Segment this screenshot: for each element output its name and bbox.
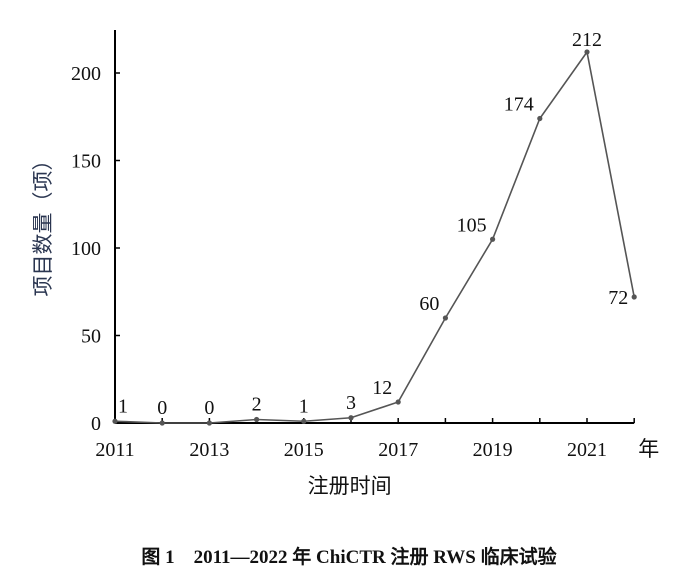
data-label: 0 <box>157 397 167 419</box>
y-axis-title: 项目数量（项） <box>31 150 55 297</box>
x-tick-label: 2019 <box>473 439 513 461</box>
data-point <box>159 420 165 426</box>
data-label: 105 <box>457 214 487 236</box>
data-label: 3 <box>346 392 356 414</box>
data-label: 12 <box>372 377 392 399</box>
data-point <box>206 420 212 426</box>
y-tick-label: 200 <box>71 63 101 85</box>
x-axis-title: 注册时间 <box>308 474 392 498</box>
data-point <box>442 315 448 321</box>
x-unit-label: 年 <box>638 437 659 461</box>
data-label: 2 <box>252 394 262 416</box>
data-point <box>254 416 260 423</box>
data-label: 212 <box>572 29 602 51</box>
y-tick-label: 50 <box>81 326 101 348</box>
y-tick-label: 0 <box>91 413 101 435</box>
y-tick-label: 100 <box>71 238 101 260</box>
data-label: 1 <box>299 395 309 417</box>
x-tick-label: 2021 <box>567 439 607 461</box>
data-label: 60 <box>419 293 439 315</box>
data-point <box>301 418 307 424</box>
data-point <box>631 294 637 300</box>
data-label: 72 <box>608 287 628 309</box>
data-point <box>395 399 401 405</box>
y-tick-label: 150 <box>71 151 101 173</box>
data-point <box>490 236 496 242</box>
x-tick-label: 2013 <box>189 439 229 461</box>
data-label: 0 <box>204 397 214 419</box>
figure-caption: 图 1 2011—2022 年 ChiCTR 注册 RWS 临床试验 <box>141 547 557 568</box>
x-tick-label: 2011 <box>95 439 134 461</box>
x-tick-label: 2015 <box>284 439 324 461</box>
data-label: 174 <box>504 94 534 116</box>
x-tick-label: 2017 <box>378 439 418 461</box>
data-label: 1 <box>118 395 128 417</box>
series-line <box>114 50 635 424</box>
data-point <box>112 418 118 424</box>
data-point <box>348 415 354 421</box>
data-point <box>537 115 543 122</box>
data-point <box>584 49 590 55</box>
